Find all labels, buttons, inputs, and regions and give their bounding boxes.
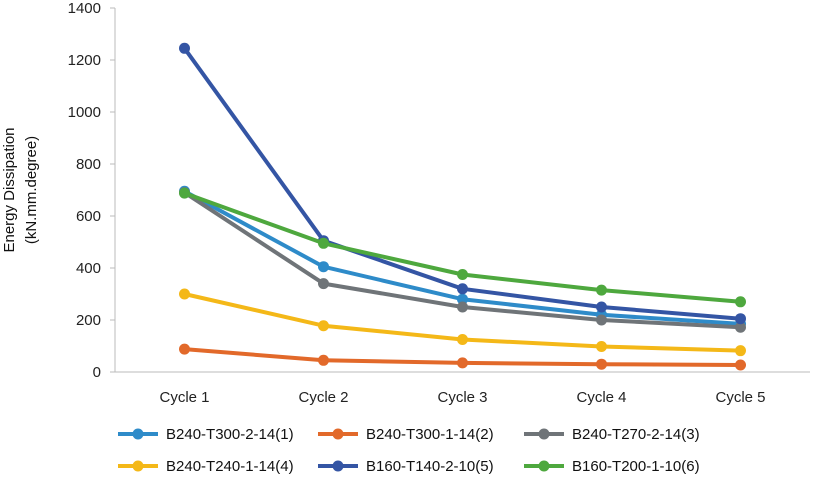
legend-label: B240-T240-1-14(4): [166, 458, 294, 475]
y-tick-label: 0: [93, 364, 101, 381]
data-point: [318, 261, 329, 273]
data-point: [735, 313, 746, 325]
data-point: [735, 359, 746, 371]
data-point: [735, 296, 746, 308]
data-point: [179, 187, 190, 199]
data-point: [457, 334, 468, 345]
data-point: [457, 283, 468, 295]
legend-marker: [132, 460, 144, 472]
series-2: [179, 343, 746, 371]
y-axis-ticks: 0 200 400 600 800 1000 1200 1400: [68, 0, 115, 381]
legend-label: B160-T140-2-10(5): [366, 458, 494, 475]
legend-marker: [332, 428, 344, 440]
y-tick-label: 400: [76, 260, 101, 277]
data-point: [179, 343, 190, 355]
legend-item: B160-T140-2-10(5): [318, 458, 494, 475]
legend-label: B160-T200-1-10(6): [572, 458, 700, 475]
legend-marker: [132, 428, 144, 440]
data-point: [179, 42, 190, 54]
data-point: [596, 284, 607, 296]
legend-item: B160-T200-1-10(6): [524, 458, 700, 475]
legend-label: B240-T270-2-14(3): [572, 426, 700, 443]
data-point: [318, 278, 329, 290]
legend-label: B240-T300-2-14(1): [166, 426, 294, 443]
data-point: [735, 345, 746, 357]
legend-item: B240-T300-2-14(1): [118, 426, 294, 443]
y-tick-label: 200: [76, 312, 101, 329]
legend: B240-T300-2-14(1) B240-T300-1-14(2) B240-T…: [118, 426, 700, 475]
data-point: [596, 341, 607, 353]
series-6: [179, 187, 746, 308]
legend-item: B240-T240-1-14(4): [118, 458, 294, 475]
x-tick-label: Cycle 1: [159, 389, 209, 406]
legend-item: B240-T270-2-14(3): [524, 426, 700, 443]
data-point: [596, 314, 607, 326]
data-point: [318, 237, 329, 249]
data-point: [457, 357, 468, 369]
x-tick-label: Cycle 3: [437, 389, 487, 406]
y-axis-label-line-2: (kN.mm.degree): [23, 136, 40, 244]
data-point: [179, 288, 190, 300]
y-tick-label: 1400: [68, 0, 101, 17]
legend-marker: [332, 460, 344, 472]
series-5: [179, 42, 746, 325]
legend-marker: [538, 460, 550, 472]
data-point: [457, 301, 468, 313]
series-4: [179, 288, 746, 357]
x-tick-label: Cycle 4: [576, 389, 626, 406]
legend-marker: [538, 428, 550, 440]
data-point: [318, 354, 329, 366]
data-point: [457, 269, 468, 280]
data-point: [596, 301, 607, 313]
data-point: [318, 320, 329, 332]
y-tick-label: 800: [76, 156, 101, 173]
y-tick-label: 1200: [68, 52, 101, 69]
data-point: [457, 293, 468, 305]
x-axis-ticks: Cycle 1 Cycle 2 Cycle 3 Cycle 4 Cycle 5: [159, 389, 765, 406]
y-tick-label: 1000: [68, 104, 101, 121]
y-tick-label: 600: [76, 208, 101, 225]
y-axis-label-line-1: Energy Dissipation: [1, 127, 18, 252]
data-point: [735, 321, 746, 333]
x-tick-label: Cycle 5: [715, 389, 765, 406]
data-point: [596, 358, 607, 370]
legend-item: B240-T300-1-14(2): [318, 426, 494, 443]
series-layer: [179, 42, 746, 371]
legend-label: B240-T300-1-14(2): [366, 426, 494, 443]
x-tick-label: Cycle 2: [298, 389, 348, 406]
